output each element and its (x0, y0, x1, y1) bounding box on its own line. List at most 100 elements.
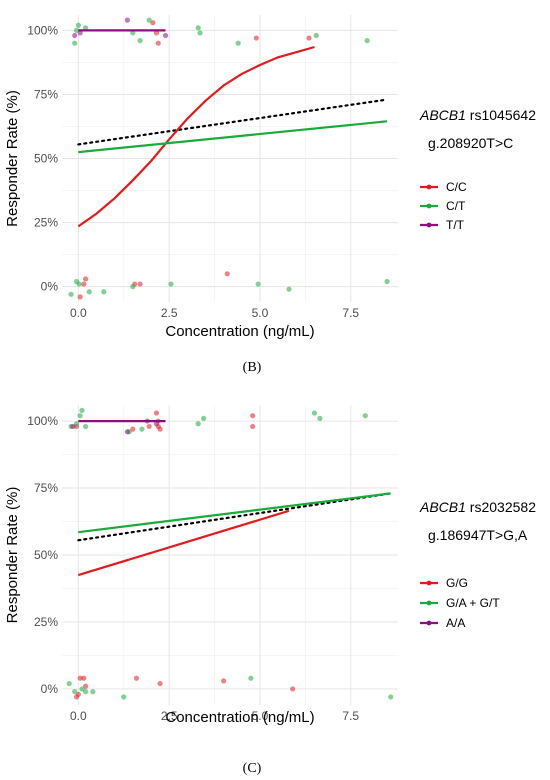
y-tick-label: 75% (34, 481, 58, 495)
x-tick-label: 7.5 (342, 306, 359, 320)
legend-title: ABCB1 rs1045642 (419, 107, 536, 123)
panel-caption: (B) (243, 360, 262, 375)
x-axis-title: Concentration (ng/mL) (165, 709, 314, 726)
y-tick-label: 75% (34, 87, 58, 101)
scatter-point-G/G (250, 413, 256, 419)
x-tick-label: 0.0 (70, 709, 87, 723)
scatter-point-G/G (290, 686, 296, 692)
legend-key-point (426, 600, 432, 606)
legend-key-point (426, 203, 432, 209)
scatter-point-C/C (150, 20, 156, 26)
scatter-point-T/T (162, 32, 169, 39)
scatter-point-C/T (130, 30, 136, 36)
scatter-point-G/G (75, 691, 81, 697)
y-tick-label: 100% (27, 414, 58, 428)
x-tick-label: 2.5 (161, 306, 178, 320)
scatter-point-G/A + G/T (248, 675, 254, 681)
scatter-point-C/C (224, 271, 230, 277)
legend-label: C/C (446, 180, 467, 194)
legend-key-point (426, 222, 432, 228)
scatter-point-C/T (86, 289, 92, 295)
scatter-point-C/C (77, 294, 83, 300)
scatter-point-G/G (250, 423, 256, 430)
fit-line-G/A + G/T (78, 492, 391, 534)
scatter-point-C/T (68, 291, 74, 297)
overall-trend-line (77, 492, 392, 542)
y-axis-title: Responder Rate (%) (4, 487, 21, 624)
scatter-point-C/C (155, 40, 161, 46)
y-tick-label: 50% (34, 548, 58, 562)
legend-label: A/A (446, 616, 465, 630)
legend-label: G/G (446, 576, 468, 590)
y-tick-label: 50% (34, 152, 58, 166)
scatter-point-G/G (77, 675, 83, 681)
scatter-point-G/A + G/T (317, 415, 323, 421)
scatter-point-C/T (235, 40, 241, 46)
x-axis-title: Concentration (ng/mL) (165, 323, 314, 340)
scatter-point-G/G (157, 680, 163, 687)
x-tick-label: 0.0 (70, 306, 87, 320)
legend-key-point (426, 620, 432, 626)
scatter-point-G/A + G/T (311, 410, 318, 416)
scatter-point-G/A + G/T (83, 423, 89, 430)
scatter-point-A/A (70, 423, 76, 430)
scatter-point-G/A + G/T (121, 694, 127, 700)
scatter-point-T/T (124, 17, 130, 23)
scatter-point-G/A + G/T (90, 689, 96, 695)
scatter-point-C/T (255, 281, 261, 287)
scatter-point-C/T (137, 38, 143, 44)
scatter-point-A/A (153, 421, 160, 427)
scatter-point-C/T (73, 27, 80, 33)
legend-subtitle: g.186947T>G,A (428, 527, 528, 543)
scatter-point-G/G (83, 683, 89, 689)
scatter-point-G/G (146, 423, 152, 430)
scatter-point-G/A + G/T (362, 413, 368, 419)
legend-title: ABCB1 rs2032582 (419, 499, 536, 515)
scatter-point-G/A + G/T (79, 686, 85, 692)
scatter-point-G/A + G/T (72, 689, 78, 695)
scatter-point-C/C (153, 30, 160, 36)
scatter-point-C/T (75, 22, 81, 28)
chart-panel-1: 0.0 2.5 5.0 7.5 0% 25% 50% 75% 100% Concentration… (4, 15, 536, 375)
scatter-point-G/A + G/T (73, 421, 80, 427)
legend-key-point (426, 580, 432, 586)
scatter-point-G/A + G/T (77, 413, 83, 419)
fit-line-G/G (77, 509, 290, 577)
scatter-point-G/A + G/T (195, 421, 201, 427)
x-tick-label: 5.0 (252, 306, 269, 320)
scatter-point-G/A + G/T (79, 407, 85, 413)
legend-label: C/T (446, 199, 466, 213)
scatter-point-C/T (168, 281, 174, 287)
scatter-point-G/A + G/T (66, 680, 72, 687)
scatter-point-G/G (221, 678, 227, 684)
y-tick-label: 25% (34, 615, 58, 629)
scatter-point-C/T (72, 40, 78, 46)
scatter-point-G/G (130, 426, 136, 432)
scatter-point-C/T (130, 284, 136, 290)
scatter-point-C/T (101, 289, 107, 295)
scatter-point-C/C (81, 281, 87, 287)
scatter-point-G/A + G/T (83, 689, 89, 695)
scatter-point-C/T (197, 30, 203, 36)
x-tick-label: 7.5 (342, 709, 359, 723)
scatter-point-C/T (195, 25, 201, 31)
scatter-point-G/A + G/T (139, 426, 145, 432)
scatter-point-C/T (83, 25, 89, 31)
scatter-point-C/T (384, 278, 390, 285)
legend-label: T/T (446, 218, 465, 232)
fit-line-C/T (78, 120, 388, 154)
scatter-point-G/G (133, 675, 140, 681)
scatter-point-C/T (146, 17, 152, 23)
y-tick-label: 25% (34, 216, 58, 230)
scatter-point-C/T (364, 38, 370, 44)
scatter-point-C/T (286, 286, 292, 292)
chart-panel-2: 0.0 2.5 5.0 7.5 0% 25% 50% 75% 100% Concentration… (4, 405, 536, 776)
x-tick-label: 5.0 (252, 709, 269, 723)
y-tick-label: 0% (41, 682, 59, 696)
y-tick-label: 0% (41, 280, 59, 294)
scatter-point-C/T (76, 281, 82, 287)
x-tick-label: 2.5 (161, 709, 178, 723)
y-axis-title: Responder Rate (%) (4, 90, 21, 227)
scatter-point-C/T (313, 32, 319, 39)
